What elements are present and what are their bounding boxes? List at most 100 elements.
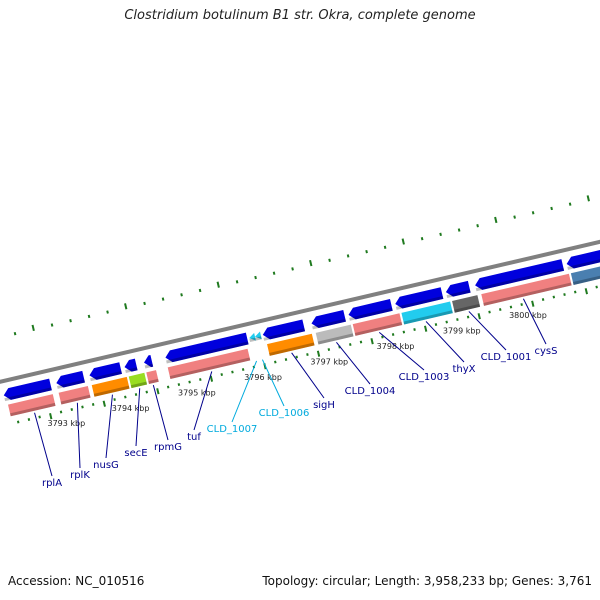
cds-arrow-shade xyxy=(395,296,444,310)
outer-tick xyxy=(550,206,553,211)
gene-feature-shade xyxy=(354,322,403,336)
cds-arrow-shade xyxy=(446,289,471,299)
inner-tick xyxy=(509,305,513,309)
inner-tick-ring xyxy=(16,285,598,424)
gene-feature-shade xyxy=(93,385,130,397)
gene-feature-shape xyxy=(452,295,481,313)
gene-leader-line xyxy=(378,331,425,371)
cds-arrow-shade xyxy=(312,318,346,330)
inner-tick xyxy=(70,408,74,411)
gene-leader-line xyxy=(152,384,169,441)
outer-tick xyxy=(513,215,516,219)
outer-tick xyxy=(69,319,72,323)
outer-tick xyxy=(457,228,461,232)
cds-arrow-shape xyxy=(143,354,154,368)
inner-tick xyxy=(498,308,502,311)
gene-feature-shape xyxy=(146,370,159,385)
scale-tick-label: 3797 kbp xyxy=(310,358,348,367)
inner-tick xyxy=(456,318,459,321)
gene-label: tuf xyxy=(187,432,201,443)
cds-arrow xyxy=(165,332,249,364)
gene-feature xyxy=(146,370,159,385)
inner-tick xyxy=(563,293,566,296)
gene-feature-shape xyxy=(7,394,56,417)
inner-tick xyxy=(166,385,170,389)
inner-tick xyxy=(199,378,202,381)
inner-tick xyxy=(424,325,428,332)
gene-feature xyxy=(570,260,600,285)
outer-tick xyxy=(161,297,165,301)
inner-tick xyxy=(284,358,288,361)
gene-feature-shape xyxy=(315,324,354,345)
outer-tick xyxy=(401,238,405,245)
gene-label: CLD_1006 xyxy=(259,408,310,419)
inner-tick xyxy=(402,330,406,334)
gene-feature xyxy=(452,295,481,313)
cds-arrow xyxy=(143,354,154,369)
outer-tick xyxy=(216,281,220,288)
cds-arrow-shade xyxy=(567,253,600,270)
genome-title: Clostridium botulinum B1 str. Okra, comp… xyxy=(124,8,476,23)
inner-tick xyxy=(541,298,545,301)
outer-tick xyxy=(13,331,17,336)
inner-tick xyxy=(520,303,523,306)
gene-feature-shape xyxy=(58,385,91,405)
outer-tick xyxy=(124,303,128,310)
gene-label: CLD_1003 xyxy=(399,372,450,383)
gene-feature xyxy=(167,348,251,380)
gene-feature xyxy=(267,333,315,356)
cds-arrow xyxy=(445,280,471,299)
inner-tick xyxy=(316,350,321,357)
gene-track xyxy=(7,260,600,417)
cds-arrow-shape xyxy=(56,370,85,388)
outer-tick xyxy=(143,301,146,306)
cds-arrow-shade xyxy=(125,367,138,374)
inner-tick xyxy=(370,338,374,345)
gene-feature xyxy=(401,301,453,325)
inner-tick xyxy=(91,403,95,406)
inner-tick xyxy=(241,368,245,371)
genome-backbone xyxy=(0,239,600,384)
gene-feature xyxy=(91,376,130,397)
cds-arrow-shade xyxy=(90,370,122,382)
outer-tick xyxy=(383,245,387,250)
outer-tick xyxy=(586,195,590,202)
inner-tick xyxy=(38,415,41,419)
outer-tick xyxy=(106,310,109,314)
gene-feature-shape xyxy=(128,372,148,389)
gene-label: nusG xyxy=(93,460,119,471)
outer-tick xyxy=(346,254,350,258)
inner-tick xyxy=(274,360,277,364)
gene-leader-line xyxy=(105,394,113,459)
cds-arrow-shade xyxy=(475,267,565,292)
inner-tick xyxy=(209,375,214,382)
outer-tick xyxy=(272,271,276,275)
gene-feature xyxy=(58,385,91,405)
inner-tick xyxy=(327,348,331,351)
cds-arrow xyxy=(311,309,346,330)
cds-arrow-shade xyxy=(144,363,154,369)
inner-tick xyxy=(391,333,395,336)
gene-label: CLD_1001 xyxy=(481,352,532,363)
gene-leader-line xyxy=(231,360,258,423)
inner-tick xyxy=(445,320,448,324)
outer-tick xyxy=(87,314,91,319)
cds-arrow-shade xyxy=(166,341,249,364)
inner-tick xyxy=(188,380,191,384)
inner-tick xyxy=(531,300,535,307)
cds-arrow-shape xyxy=(124,358,138,372)
inner-tick xyxy=(134,393,138,396)
cds-chevron xyxy=(255,331,262,341)
cds-track xyxy=(3,244,600,402)
cds-chevron-shade xyxy=(255,336,262,341)
inner-tick xyxy=(306,353,309,356)
gene-leader-line xyxy=(336,342,371,385)
gene-label: secE xyxy=(124,448,147,459)
cds-arrow-shape xyxy=(311,309,346,329)
inner-tick xyxy=(488,310,491,314)
gene-label: rpmG xyxy=(154,442,182,453)
outer-tick xyxy=(531,211,535,215)
cds-arrow-shade xyxy=(4,387,52,402)
inner-tick xyxy=(584,288,589,295)
gene-feature xyxy=(481,273,572,306)
